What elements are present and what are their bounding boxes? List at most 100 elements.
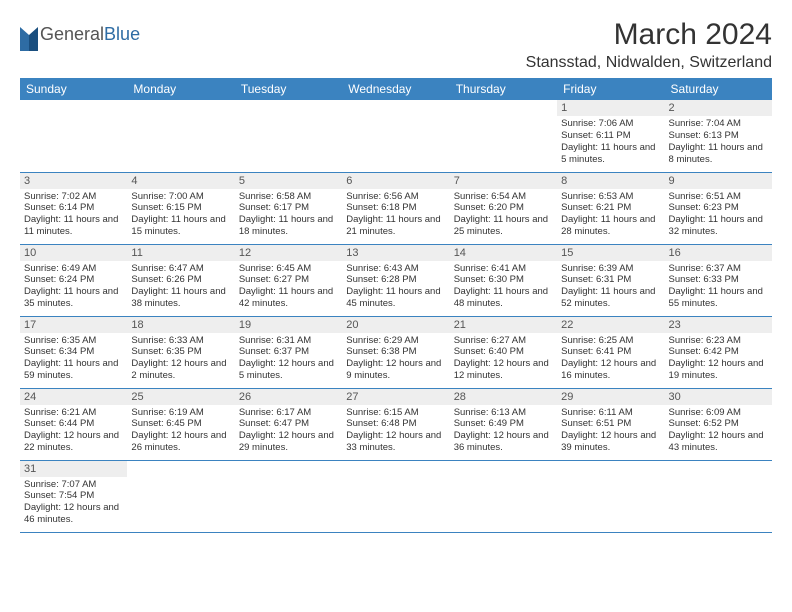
calendar-cell: 8Sunrise: 6:53 AMSunset: 6:21 PMDaylight… — [557, 172, 664, 244]
day-details: Sunrise: 6:37 AMSunset: 6:33 PMDaylight:… — [665, 261, 772, 315]
calendar-cell: 1Sunrise: 7:06 AMSunset: 6:11 PMDaylight… — [557, 100, 664, 172]
calendar-cell-empty — [127, 460, 234, 532]
day-number: 5 — [235, 173, 342, 189]
day-number: 2 — [665, 100, 772, 116]
logo: GeneralBlue — [20, 24, 140, 45]
day-number: 31 — [20, 461, 127, 477]
day-details: Sunrise: 6:58 AMSunset: 6:17 PMDaylight:… — [235, 189, 342, 243]
day-details: Sunrise: 6:45 AMSunset: 6:27 PMDaylight:… — [235, 261, 342, 315]
day-details: Sunrise: 6:41 AMSunset: 6:30 PMDaylight:… — [450, 261, 557, 315]
day-details: Sunrise: 6:53 AMSunset: 6:21 PMDaylight:… — [557, 189, 664, 243]
day-number: 29 — [557, 389, 664, 405]
day-number: 25 — [127, 389, 234, 405]
calendar-cell: 21Sunrise: 6:27 AMSunset: 6:40 PMDayligh… — [450, 316, 557, 388]
calendar-cell: 25Sunrise: 6:19 AMSunset: 6:45 PMDayligh… — [127, 388, 234, 460]
day-number: 8 — [557, 173, 664, 189]
calendar-cell: 30Sunrise: 6:09 AMSunset: 6:52 PMDayligh… — [665, 388, 772, 460]
day-number: 3 — [20, 173, 127, 189]
day-number: 17 — [20, 317, 127, 333]
day-number: 24 — [20, 389, 127, 405]
day-details: Sunrise: 6:17 AMSunset: 6:47 PMDaylight:… — [235, 405, 342, 459]
calendar-cell-empty — [557, 460, 664, 532]
calendar-cell: 9Sunrise: 6:51 AMSunset: 6:23 PMDaylight… — [665, 172, 772, 244]
day-details: Sunrise: 6:23 AMSunset: 6:42 PMDaylight:… — [665, 333, 772, 387]
calendar-cell: 11Sunrise: 6:47 AMSunset: 6:26 PMDayligh… — [127, 244, 234, 316]
logo-text-b: Blue — [104, 24, 140, 44]
day-number: 26 — [235, 389, 342, 405]
calendar-cell: 13Sunrise: 6:43 AMSunset: 6:28 PMDayligh… — [342, 244, 449, 316]
day-number: 9 — [665, 173, 772, 189]
calendar-cell: 18Sunrise: 6:33 AMSunset: 6:35 PMDayligh… — [127, 316, 234, 388]
calendar-header-row: SundayMondayTuesdayWednesdayThursdayFrid… — [20, 78, 772, 100]
day-number: 12 — [235, 245, 342, 261]
calendar-cell: 26Sunrise: 6:17 AMSunset: 6:47 PMDayligh… — [235, 388, 342, 460]
calendar-cell-empty — [450, 460, 557, 532]
calendar-cell-empty — [235, 460, 342, 532]
calendar-row: 24Sunrise: 6:21 AMSunset: 6:44 PMDayligh… — [20, 388, 772, 460]
calendar-cell: 31Sunrise: 7:07 AMSunset: 7:54 PMDayligh… — [20, 460, 127, 532]
day-number: 22 — [557, 317, 664, 333]
calendar-cell: 12Sunrise: 6:45 AMSunset: 6:27 PMDayligh… — [235, 244, 342, 316]
day-details: Sunrise: 6:56 AMSunset: 6:18 PMDaylight:… — [342, 189, 449, 243]
calendar-cell: 23Sunrise: 6:23 AMSunset: 6:42 PMDayligh… — [665, 316, 772, 388]
weekday-header: Wednesday — [342, 78, 449, 100]
day-number: 20 — [342, 317, 449, 333]
day-details: Sunrise: 6:43 AMSunset: 6:28 PMDaylight:… — [342, 261, 449, 315]
day-number: 7 — [450, 173, 557, 189]
day-details: Sunrise: 6:11 AMSunset: 6:51 PMDaylight:… — [557, 405, 664, 459]
day-details: Sunrise: 6:51 AMSunset: 6:23 PMDaylight:… — [665, 189, 772, 243]
day-number: 21 — [450, 317, 557, 333]
day-details: Sunrise: 7:06 AMSunset: 6:11 PMDaylight:… — [557, 116, 664, 170]
calendar-cell-empty — [342, 100, 449, 172]
calendar-cell: 15Sunrise: 6:39 AMSunset: 6:31 PMDayligh… — [557, 244, 664, 316]
day-number: 16 — [665, 245, 772, 261]
day-details: Sunrise: 6:47 AMSunset: 6:26 PMDaylight:… — [127, 261, 234, 315]
calendar-cell-empty — [450, 100, 557, 172]
page-title: March 2024 — [526, 18, 772, 52]
calendar-row: 1Sunrise: 7:06 AMSunset: 6:11 PMDaylight… — [20, 100, 772, 172]
calendar-cell: 2Sunrise: 7:04 AMSunset: 6:13 PMDaylight… — [665, 100, 772, 172]
calendar-cell: 20Sunrise: 6:29 AMSunset: 6:38 PMDayligh… — [342, 316, 449, 388]
day-number: 28 — [450, 389, 557, 405]
day-details: Sunrise: 6:54 AMSunset: 6:20 PMDaylight:… — [450, 189, 557, 243]
day-details: Sunrise: 6:09 AMSunset: 6:52 PMDaylight:… — [665, 405, 772, 459]
day-details: Sunrise: 6:19 AMSunset: 6:45 PMDaylight:… — [127, 405, 234, 459]
location-text: Stansstad, Nidwalden, Switzerland — [526, 54, 772, 72]
day-details: Sunrise: 6:25 AMSunset: 6:41 PMDaylight:… — [557, 333, 664, 387]
day-number: 6 — [342, 173, 449, 189]
day-number: 11 — [127, 245, 234, 261]
calendar-table: SundayMondayTuesdayWednesdayThursdayFrid… — [20, 78, 772, 533]
day-number: 30 — [665, 389, 772, 405]
day-number: 18 — [127, 317, 234, 333]
calendar-cell: 28Sunrise: 6:13 AMSunset: 6:49 PMDayligh… — [450, 388, 557, 460]
weekday-header: Tuesday — [235, 78, 342, 100]
calendar-cell: 4Sunrise: 7:00 AMSunset: 6:15 PMDaylight… — [127, 172, 234, 244]
calendar-row: 17Sunrise: 6:35 AMSunset: 6:34 PMDayligh… — [20, 316, 772, 388]
calendar-cell: 7Sunrise: 6:54 AMSunset: 6:20 PMDaylight… — [450, 172, 557, 244]
weekday-header: Thursday — [450, 78, 557, 100]
day-details: Sunrise: 6:35 AMSunset: 6:34 PMDaylight:… — [20, 333, 127, 387]
calendar-cell-empty — [20, 100, 127, 172]
day-number: 1 — [557, 100, 664, 116]
day-details: Sunrise: 6:13 AMSunset: 6:49 PMDaylight:… — [450, 405, 557, 459]
day-number: 14 — [450, 245, 557, 261]
logo-icon — [20, 27, 38, 43]
header: GeneralBlue March 2024 Stansstad, Nidwal… — [20, 18, 772, 72]
weekday-header: Monday — [127, 78, 234, 100]
day-number: 13 — [342, 245, 449, 261]
calendar-cell: 5Sunrise: 6:58 AMSunset: 6:17 PMDaylight… — [235, 172, 342, 244]
calendar-row: 10Sunrise: 6:49 AMSunset: 6:24 PMDayligh… — [20, 244, 772, 316]
day-number: 4 — [127, 173, 234, 189]
calendar-cell: 22Sunrise: 6:25 AMSunset: 6:41 PMDayligh… — [557, 316, 664, 388]
day-number: 23 — [665, 317, 772, 333]
day-details: Sunrise: 7:02 AMSunset: 6:14 PMDaylight:… — [20, 189, 127, 243]
day-details: Sunrise: 6:29 AMSunset: 6:38 PMDaylight:… — [342, 333, 449, 387]
day-details: Sunrise: 7:00 AMSunset: 6:15 PMDaylight:… — [127, 189, 234, 243]
calendar-cell: 24Sunrise: 6:21 AMSunset: 6:44 PMDayligh… — [20, 388, 127, 460]
calendar-cell: 16Sunrise: 6:37 AMSunset: 6:33 PMDayligh… — [665, 244, 772, 316]
day-details: Sunrise: 6:31 AMSunset: 6:37 PMDaylight:… — [235, 333, 342, 387]
calendar-cell: 19Sunrise: 6:31 AMSunset: 6:37 PMDayligh… — [235, 316, 342, 388]
calendar-cell: 14Sunrise: 6:41 AMSunset: 6:30 PMDayligh… — [450, 244, 557, 316]
day-number: 19 — [235, 317, 342, 333]
calendar-cell: 6Sunrise: 6:56 AMSunset: 6:18 PMDaylight… — [342, 172, 449, 244]
